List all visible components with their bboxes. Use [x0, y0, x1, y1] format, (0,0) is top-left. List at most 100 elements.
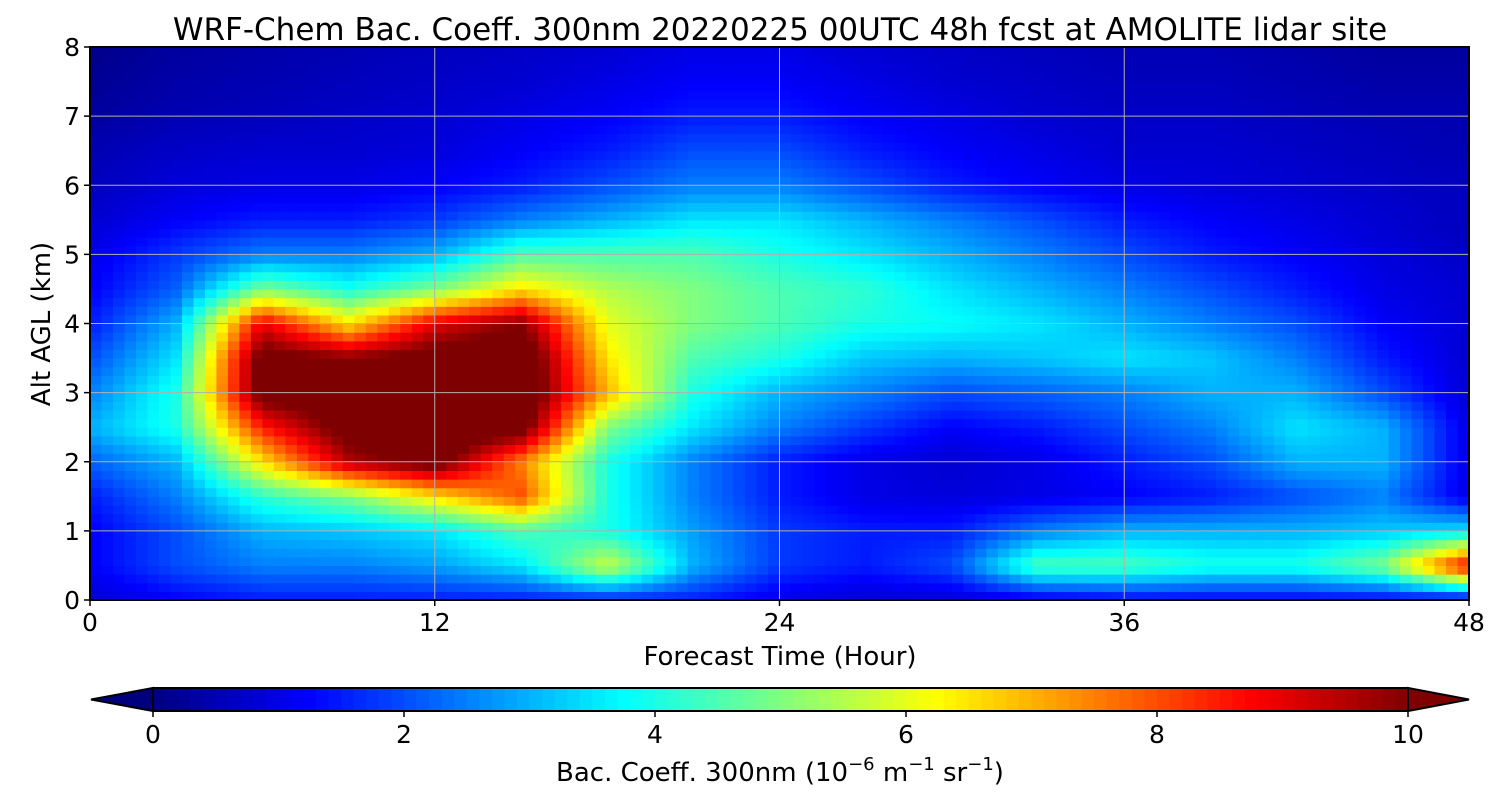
heatmap-cell: [181, 245, 195, 255]
heatmap-cell: [836, 314, 850, 325]
heatmap-cell: [1434, 418, 1447, 428]
heatmap-cell: [446, 453, 459, 463]
heatmap-cell: [836, 444, 850, 454]
heatmap-cell: [963, 435, 976, 446]
heatmap-cell: [1457, 358, 1469, 368]
heatmap-cell: [1365, 375, 1378, 385]
heatmap-cell: [538, 375, 551, 385]
heatmap-cell: [549, 487, 562, 497]
heatmap-cell: [492, 297, 505, 307]
heatmap-cell: [319, 323, 332, 333]
heatmap-cell: [308, 332, 321, 342]
heatmap-cell: [1147, 496, 1160, 506]
heatmap-cell: [124, 366, 137, 376]
heatmap-cell: [963, 556, 976, 567]
heatmap-cell: [308, 453, 321, 463]
heatmap-cell: [733, 461, 746, 471]
heatmap-cell: [1377, 427, 1390, 437]
heatmap-cell: [595, 409, 608, 420]
heatmap-cell: [997, 375, 1010, 385]
heatmap-cell: [997, 487, 1010, 497]
heatmap-cell: [549, 306, 562, 316]
heatmap-cell: [974, 513, 987, 523]
heatmap-cell: [1400, 340, 1413, 351]
heatmap-cell: [1078, 288, 1091, 299]
heatmap-cell: [1181, 401, 1194, 411]
heatmap-cell: [1239, 522, 1252, 532]
heatmap-cell: [285, 513, 298, 523]
heatmap-cell: [377, 280, 390, 290]
heatmap-cell: [181, 418, 195, 428]
heatmap-cell: [1365, 297, 1378, 307]
heatmap-cell: [457, 271, 470, 281]
heatmap-cell: [1032, 530, 1045, 541]
heatmap-cell: [515, 522, 528, 532]
heatmap-cell: [1124, 288, 1137, 299]
heatmap-cell: [101, 409, 114, 420]
heatmap-cell: [722, 496, 735, 506]
heatmap-cell: [135, 479, 149, 489]
heatmap-cell: [882, 565, 896, 575]
heatmap-cell: [1216, 470, 1229, 480]
heatmap-cell: [1400, 487, 1413, 497]
heatmap-cell: [813, 323, 827, 333]
heatmap-cell: [1250, 392, 1263, 402]
heatmap-cell: [1400, 565, 1413, 575]
heatmap-cell: [768, 487, 781, 497]
heatmap-cell: [469, 530, 482, 541]
heatmap-cell: [193, 487, 206, 497]
heatmap-cell: [1285, 565, 1298, 575]
heatmap-cell: [90, 401, 103, 411]
heatmap-cell: [1032, 314, 1045, 325]
heatmap-cell: [1250, 375, 1263, 385]
heatmap-cell: [1434, 470, 1447, 480]
heatmap-cell: [457, 418, 470, 428]
heatmap-cell: [1078, 582, 1091, 592]
heatmap-cell: [1273, 271, 1286, 281]
heatmap-cell: [940, 254, 953, 264]
heatmap-cell: [1377, 332, 1390, 342]
heatmap-cell: [802, 504, 815, 515]
heatmap-cell: [1285, 591, 1298, 600]
heatmap-cell: [1262, 271, 1275, 281]
heatmap-cell: [342, 340, 355, 351]
heatmap-cell: [1170, 530, 1183, 541]
heatmap-cell: [1043, 418, 1056, 428]
heatmap-cell: [963, 288, 976, 299]
heatmap-cell: [1032, 470, 1045, 480]
heatmap-cell: [1066, 254, 1079, 264]
heatmap-cell: [940, 574, 953, 584]
heatmap-cell: [664, 513, 677, 523]
heatmap-cell: [308, 444, 321, 454]
heatmap-cell: [687, 237, 700, 247]
heatmap-cell: [607, 323, 620, 333]
heatmap-cell: [572, 548, 585, 558]
heatmap-cell: [607, 530, 620, 541]
heatmap-cell: [308, 496, 321, 506]
heatmap-cell: [492, 288, 505, 299]
heatmap-cell: [618, 548, 631, 558]
heatmap-cell: [745, 323, 758, 333]
heatmap-cell: [1434, 254, 1447, 264]
heatmap-cell: [997, 280, 1010, 290]
heatmap-cell: [1365, 453, 1378, 463]
heatmap-cell: [894, 574, 907, 584]
heatmap-cell: [308, 582, 321, 592]
heatmap-cell: [273, 383, 286, 394]
heatmap-cell: [986, 470, 999, 480]
heatmap-cell: [905, 401, 918, 411]
heatmap-cell: [515, 323, 528, 333]
heatmap-cell: [905, 530, 918, 541]
heatmap-cell: [319, 263, 332, 273]
heatmap-cell: [354, 487, 367, 497]
heatmap-cell: [859, 513, 873, 523]
heatmap-cell: [630, 409, 643, 420]
heatmap-cell: [193, 582, 206, 592]
heatmap-cell: [859, 444, 873, 454]
heatmap-cell: [1388, 479, 1401, 489]
heatmap-cell: [1170, 461, 1183, 471]
heatmap-cell: [285, 548, 298, 558]
heatmap-cell: [147, 392, 160, 402]
heatmap-cell: [1365, 574, 1378, 584]
heatmap-cell: [1308, 479, 1321, 489]
